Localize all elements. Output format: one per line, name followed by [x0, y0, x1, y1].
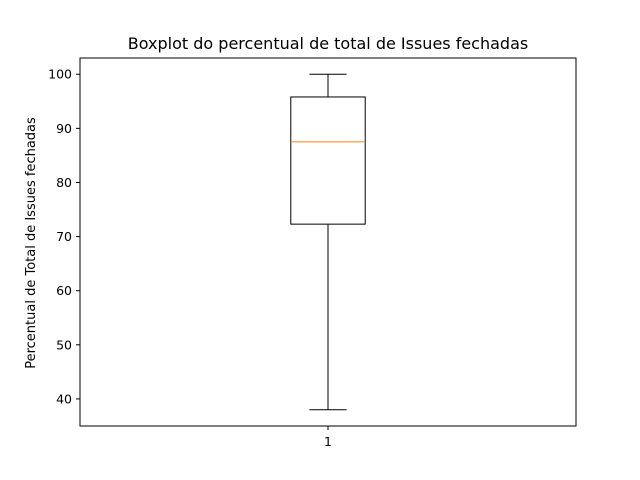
y-axis-ticks: 40 50 60 70 80 90 100: [48, 67, 80, 407]
box-series: [291, 74, 365, 410]
y-tick-label: 40: [56, 391, 72, 406]
y-tick-label: 90: [56, 121, 72, 136]
y-tick-label: 60: [56, 283, 72, 298]
x-tick-label: 1: [324, 434, 332, 449]
y-tick-label: 70: [56, 229, 72, 244]
box-group: [291, 74, 365, 410]
y-tick-label: 100: [48, 67, 72, 82]
y-tick-label: 50: [56, 337, 72, 352]
interquartile-box: [291, 97, 365, 224]
y-axis-label: Percentual de Total de Issues fechadas: [24, 117, 39, 369]
y-tick-label: 80: [56, 175, 72, 190]
x-axis-ticks: 1: [324, 426, 332, 449]
chart-title: Boxplot do percentual de total de Issues…: [128, 34, 528, 53]
